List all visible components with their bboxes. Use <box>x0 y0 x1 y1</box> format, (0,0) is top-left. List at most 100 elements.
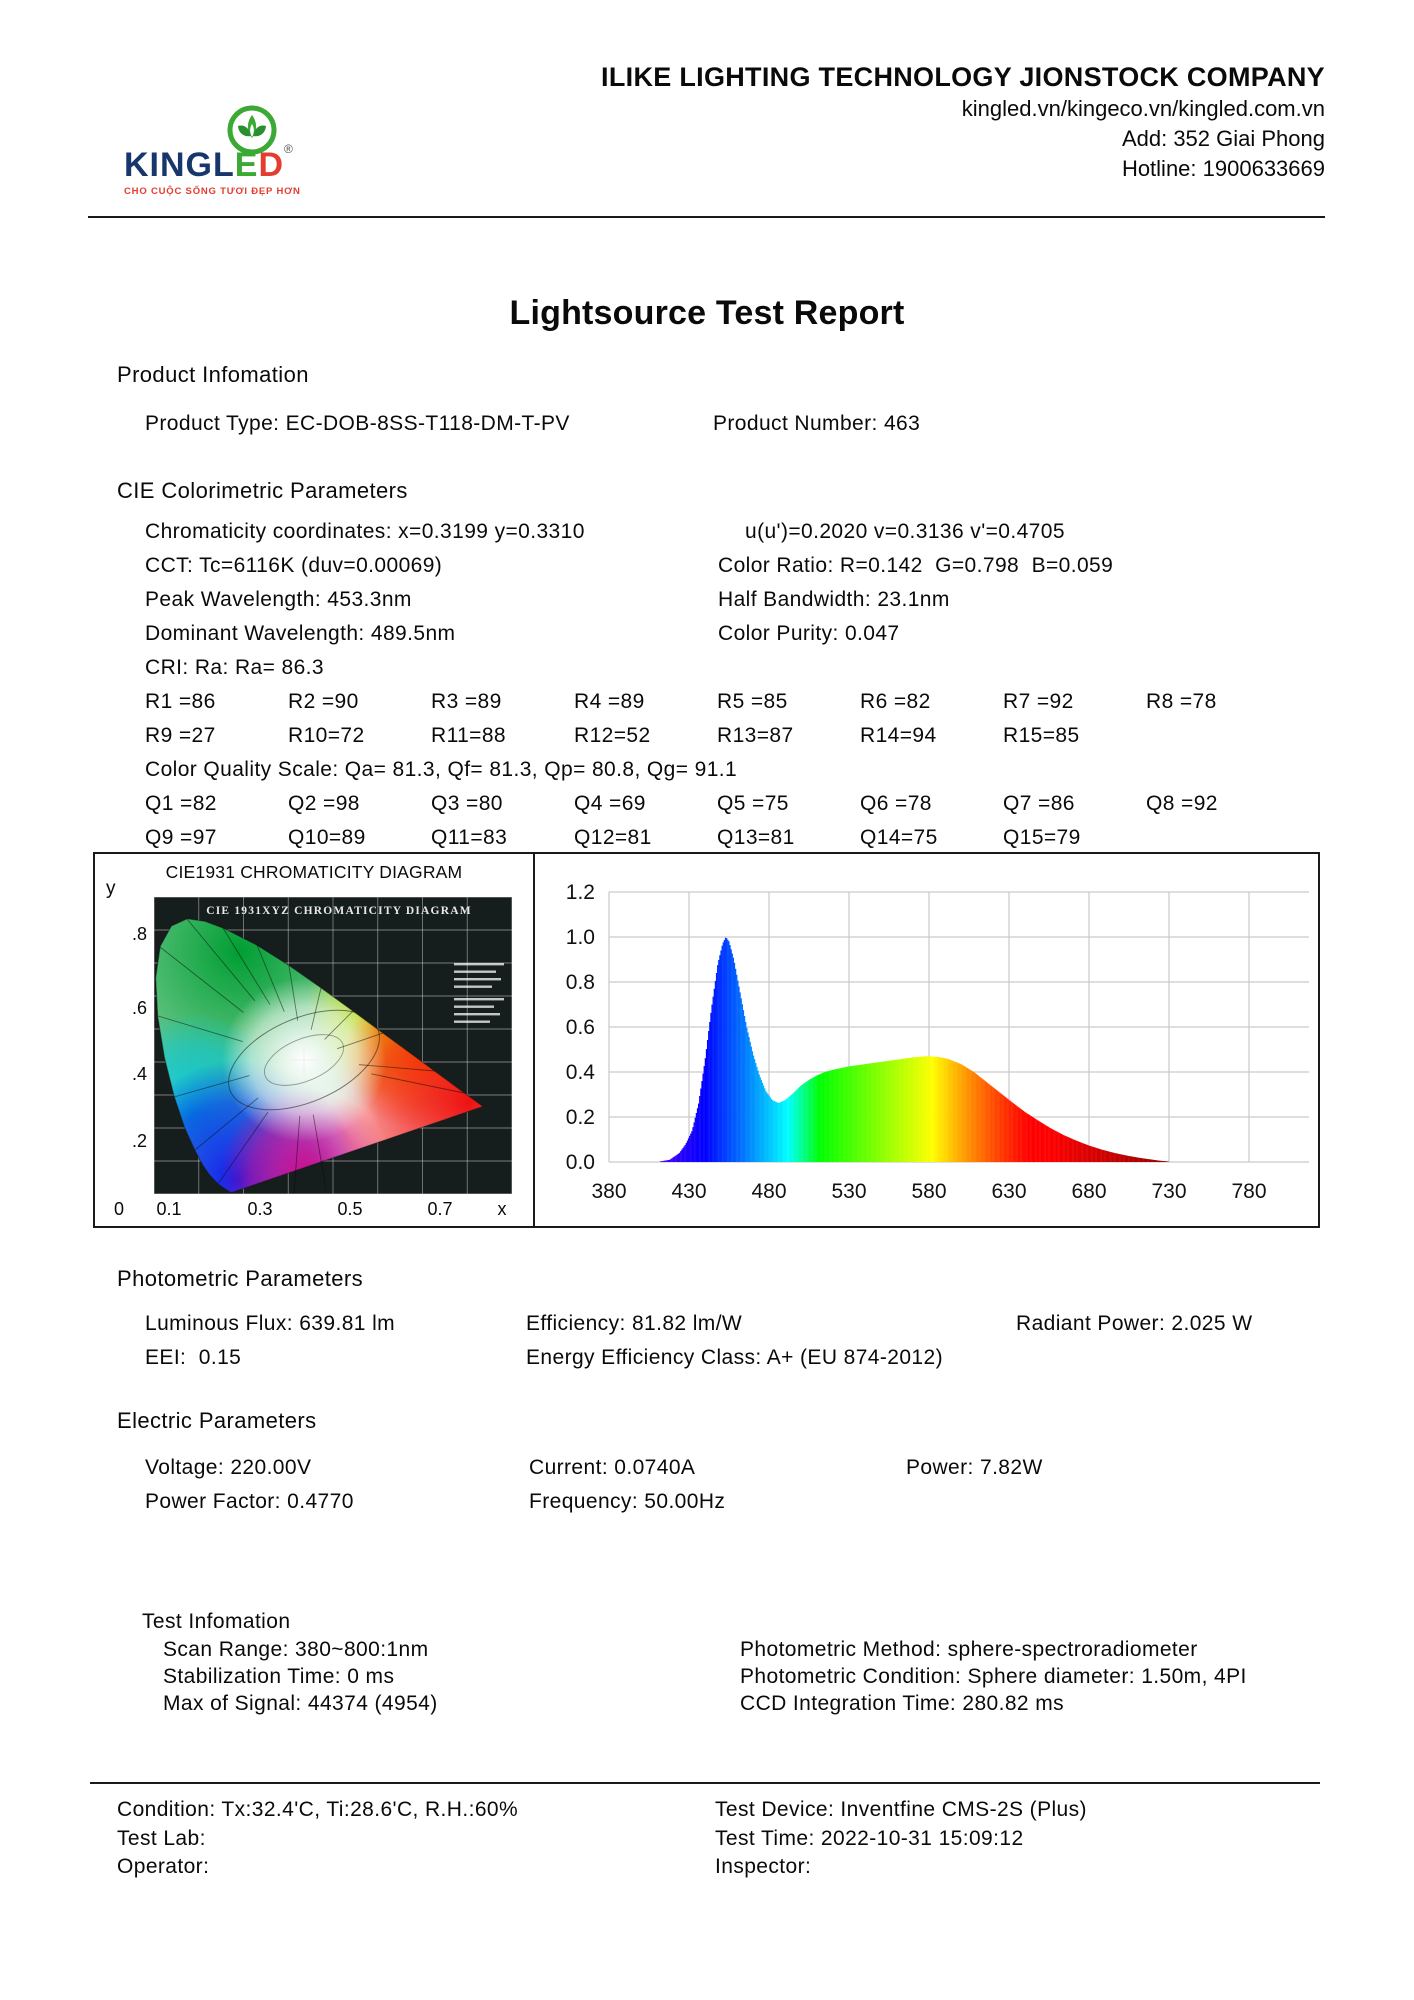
color-purity: Color Purity: 0.047 <box>718 622 900 645</box>
footer-inspector: Inspector: <box>715 1855 812 1878</box>
svg-text:480: 480 <box>751 1180 786 1203</box>
cqs-q10: Q10=89 <box>288 826 366 849</box>
cqs-q11: Q11=83 <box>431 826 508 849</box>
company-address: Add: 352 Giai Phong <box>1121 126 1325 151</box>
power: Power: 7.82W <box>906 1456 1043 1479</box>
footer-test-time: Test Time: 2022-10-31 15:09:12 <box>715 1827 1024 1850</box>
luminous-flux: Luminous Flux: 639.81 lm <box>145 1312 396 1335</box>
max-signal: Max of Signal: 44374 (4954) <box>163 1692 438 1715</box>
section-product-heading: Product Infomation <box>117 362 309 387</box>
chromaticity-coordinates: Chromaticity coordinates: x=0.3199 y=0.3… <box>145 520 585 543</box>
footer-condition: Condition: Tx:32.4'C, Ti:28.6'C, R.H.:60… <box>117 1798 519 1821</box>
svg-text:580: 580 <box>911 1180 946 1203</box>
cri-r12: R12=52 <box>574 724 651 747</box>
svg-text:0.4: 0.4 <box>566 1061 596 1084</box>
company-name: ILIKE LIGHTING TECHNOLOGY JIONSTOCK COMP… <box>601 62 1325 92</box>
footer-divider <box>90 1782 1320 1784</box>
peak-wavelength: Peak Wavelength: 453.3nm <box>145 588 412 611</box>
footer-operator: Operator: <box>117 1855 210 1878</box>
scan-range: Scan Range: 380~800:1nm <box>163 1638 429 1661</box>
cri-r7: R7 =92 <box>1003 690 1074 713</box>
svg-text:0.8: 0.8 <box>566 971 595 994</box>
cri-r6: R6 =82 <box>860 690 931 713</box>
cqs-q4: Q4 =69 <box>574 792 646 815</box>
dominant-wavelength: Dominant Wavelength: 489.5nm <box>145 622 456 645</box>
brand-part-red: D <box>258 146 285 184</box>
cri-r15: R15=85 <box>1003 724 1080 747</box>
section-electric-heading: Electric Parameters <box>117 1408 317 1433</box>
cie-xtick-01: 0.1 <box>156 1199 182 1219</box>
svg-text:0.2: 0.2 <box>566 1106 595 1129</box>
cri-r8: R8 =78 <box>1146 690 1217 713</box>
svg-text:0.0: 0.0 <box>566 1151 595 1174</box>
cri-ra: CRI: Ra: Ra= 86.3 <box>145 656 324 679</box>
spectrum-canvas: 0.0 0.2 0.4 0.6 0.8 1.0 1.2 380 430 480 530 580 630 6… <box>566 881 1309 1203</box>
cqs-q13: Q13=81 <box>717 826 795 849</box>
photometric-method: Photometric Method: sphere-spectroradiom… <box>740 1638 1198 1661</box>
brand-part-green: E <box>234 146 259 184</box>
cqs-q1: Q1 =82 <box>145 792 217 815</box>
logo-tagline: CHO CUỘC SỐNG TƯƠI ĐẸP HƠN <box>124 186 301 197</box>
color-quality-scale: Color Quality Scale: Qa= 81.3, Qf= 81.3,… <box>145 758 738 781</box>
charts-panel: CIE1931 CHROMATICITY DIAGRAM y CIE 1931X… <box>93 852 1320 1228</box>
cie-xtick-05: 0.5 <box>337 1199 363 1219</box>
cie-xtick-03: 0.3 <box>247 1199 273 1219</box>
cqs-q2: Q2 =98 <box>288 792 360 815</box>
section-photometric-heading: Photometric Parameters <box>117 1266 363 1291</box>
cri-r2: R2 =90 <box>288 690 359 713</box>
company-hotline: Hotline: 1900633669 <box>1121 156 1325 181</box>
cqs-q14: Q14=75 <box>860 826 938 849</box>
cri-r1: R1 =86 <box>145 690 216 713</box>
frequency: Frequency: 50.00Hz <box>529 1490 726 1513</box>
product-type: Product Type: EC-DOB-8SS-T118-DM-T-PV <box>145 412 570 435</box>
eei-value: EEI: 0.15 <box>145 1346 242 1369</box>
cri-r13: R13=87 <box>717 724 794 747</box>
product-number: Product Number: 463 <box>713 412 921 435</box>
lotus-icon <box>227 105 277 155</box>
cie-diagram-title: CIE1931 CHROMATICITY DIAGRAM <box>165 862 463 882</box>
cqs-q8: Q8 =92 <box>1146 792 1218 815</box>
section-testinfo-heading: Test Infomation <box>142 1610 291 1633</box>
cqs-q12: Q12=81 <box>574 826 652 849</box>
cie-ytick-02: .2 <box>131 1131 147 1151</box>
brand-part-navy: KINGL <box>124 146 235 184</box>
section-cie-heading: CIE Colorimetric Parameters <box>117 478 408 503</box>
svg-text:0.6: 0.6 <box>566 1016 595 1039</box>
cri-r4: R4 =89 <box>574 690 645 713</box>
cri-r9: R9 =27 <box>145 724 216 747</box>
registered-mark: ® <box>284 142 293 156</box>
power-factor: Power Factor: 0.4770 <box>145 1490 354 1513</box>
cri-r5: R5 =85 <box>717 690 788 713</box>
cie-axis-label-x: x <box>497 1199 507 1219</box>
page-title: Lightsource Test Report <box>509 294 905 332</box>
cie-chromaticity-diagram: CIE1931 CHROMATICITY DIAGRAM y CIE 1931X… <box>95 854 533 1226</box>
cie-diagram-canvas: CIE 1931XYZ CHROMATICITY DIAGRAM <box>154 897 512 1194</box>
brand-wordmark: KINGLED <box>124 146 284 185</box>
spectrum-chart: 0.0 0.2 0.4 0.6 0.8 1.0 1.2 380 430 480 530 580 630 6… <box>533 854 1320 1226</box>
svg-text:530: 530 <box>831 1180 866 1203</box>
cie-axis-label-y: y <box>106 878 116 899</box>
cri-r14: R14=94 <box>860 724 937 747</box>
voltage: Voltage: 220.00V <box>145 1456 312 1479</box>
uv-coordinates: u(u')=0.2020 v=0.3136 v'=0.4705 <box>745 520 1065 543</box>
svg-text:430: 430 <box>671 1180 706 1203</box>
company-website: kingled.vn/kingeco.vn/kingled.com.vn <box>961 96 1325 121</box>
cie-ytick-06: .6 <box>131 998 147 1018</box>
cie-ytick-08: .8 <box>131 924 147 944</box>
cct-value: CCT: Tc=6116K (duv=0.00069) <box>145 554 443 577</box>
svg-text:1.0: 1.0 <box>566 926 595 949</box>
svg-text:730: 730 <box>1151 1180 1186 1203</box>
svg-text:1.2: 1.2 <box>566 881 595 904</box>
cie-xtick-0: 0 <box>113 1199 125 1219</box>
svg-text:780: 780 <box>1231 1180 1266 1203</box>
svg-text:680: 680 <box>1071 1180 1106 1203</box>
cie-ytick-04: .4 <box>131 1064 147 1084</box>
cri-r3: R3 =89 <box>431 690 502 713</box>
stabilization-time: Stabilization Time: 0 ms <box>163 1665 395 1688</box>
svg-text:630: 630 <box>991 1180 1026 1203</box>
radiant-power: Radiant Power: 2.025 W <box>1016 1312 1253 1335</box>
efficiency: Efficiency: 81.82 lm/W <box>526 1312 743 1335</box>
half-bandwidth: Half Bandwidth: 23.1nm <box>718 588 950 611</box>
cri-r11: R11=88 <box>431 724 506 747</box>
